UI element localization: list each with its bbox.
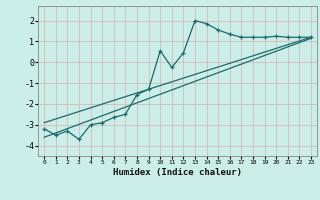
X-axis label: Humidex (Indice chaleur): Humidex (Indice chaleur) bbox=[113, 168, 242, 177]
